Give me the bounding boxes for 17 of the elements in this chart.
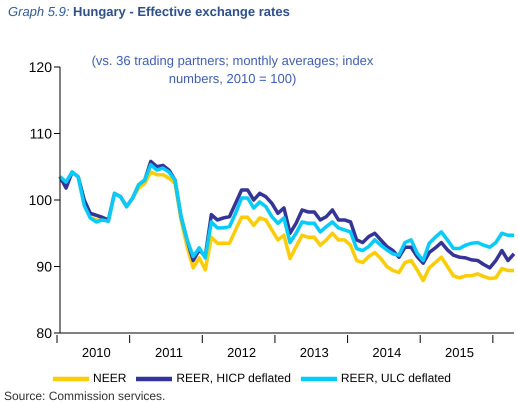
x-tick-label: 2010 bbox=[82, 345, 111, 360]
chart-subtitle: (vs. 36 trading partners; monthly averages; index numbers, 2010 = 100) bbox=[90, 52, 374, 88]
y-tick-label: 110 bbox=[30, 125, 52, 142]
y-tick-label: 120 bbox=[28, 58, 52, 75]
legend-label: NEER bbox=[93, 371, 126, 386]
x-tick-label: 2015 bbox=[445, 345, 474, 360]
legend-label: REER, ULC deflated bbox=[340, 371, 451, 386]
x-tick-label: 2014 bbox=[372, 345, 402, 360]
legend-label: REER, HICP deflated bbox=[176, 371, 291, 386]
chart-title: Graph 5.9: Hungary - Effective exchange rates bbox=[8, 4, 290, 19]
x-tick-label: 2013 bbox=[300, 345, 329, 360]
source-note: Source: Commission services. bbox=[4, 389, 166, 403]
y-tick-label: 100 bbox=[28, 192, 52, 208]
x-tick-label: 2012 bbox=[227, 345, 256, 360]
y-tick-label: 80 bbox=[36, 324, 52, 341]
y-tick-label: 90 bbox=[36, 258, 52, 274]
x-tick-label: 2011 bbox=[154, 345, 183, 360]
